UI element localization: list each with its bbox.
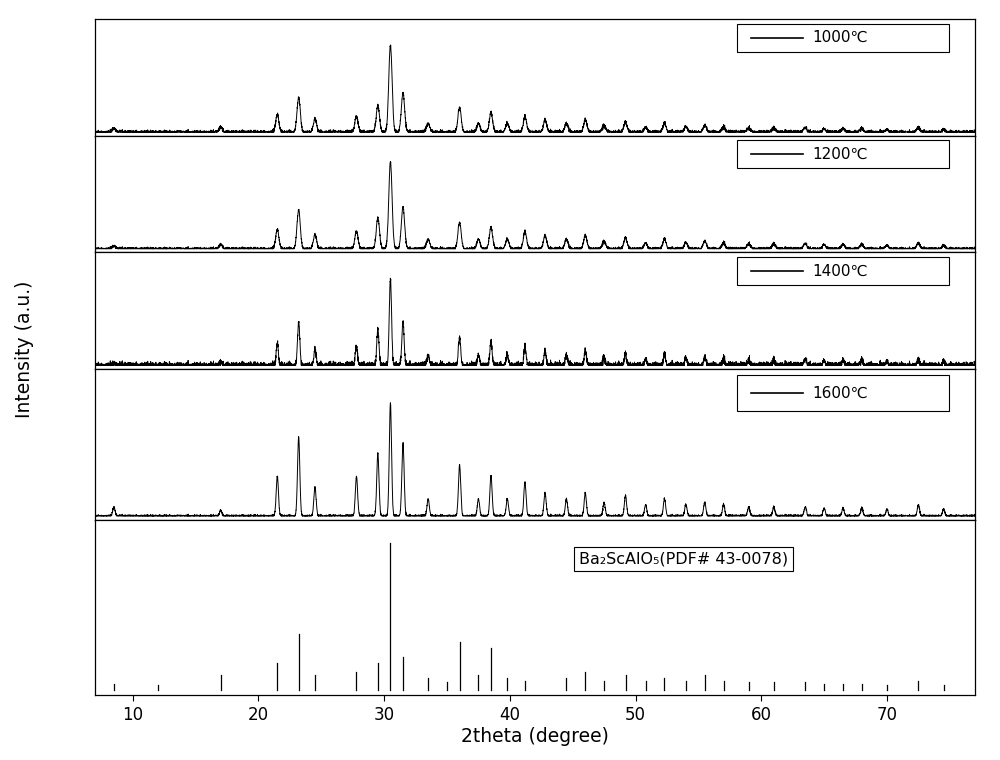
Text: 1000℃: 1000℃ bbox=[812, 30, 868, 45]
FancyBboxPatch shape bbox=[737, 24, 949, 52]
Text: Ba₂ScAlO₅(PDF# 43-0078): Ba₂ScAlO₅(PDF# 43-0078) bbox=[579, 552, 788, 566]
Text: 1600℃: 1600℃ bbox=[812, 385, 868, 401]
FancyBboxPatch shape bbox=[737, 375, 949, 411]
Text: 2theta (degree): 2theta (degree) bbox=[461, 727, 609, 746]
FancyBboxPatch shape bbox=[737, 141, 949, 168]
Text: 1200℃: 1200℃ bbox=[812, 147, 868, 162]
Text: Intensity (a.u.): Intensity (a.u.) bbox=[15, 281, 34, 418]
FancyBboxPatch shape bbox=[737, 257, 949, 285]
Text: 1400℃: 1400℃ bbox=[812, 264, 868, 278]
